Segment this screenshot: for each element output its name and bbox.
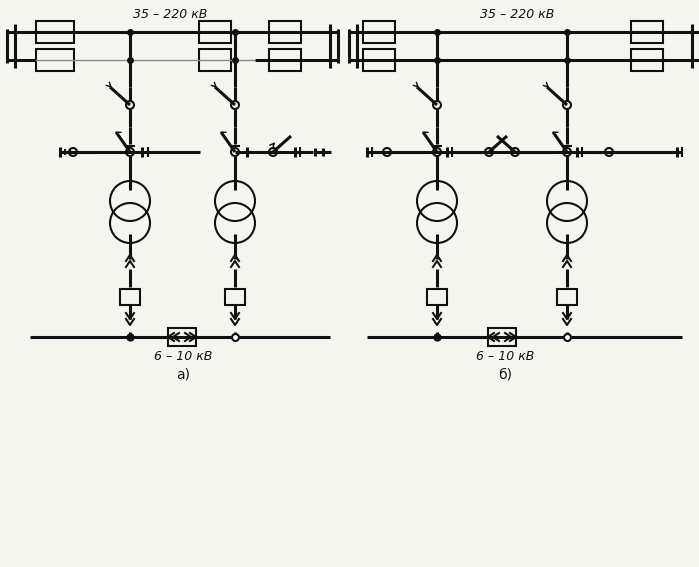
Bar xyxy=(269,21,301,43)
Bar xyxy=(488,328,516,346)
Bar xyxy=(199,21,231,43)
Text: 6 – 10 кВ: 6 – 10 кВ xyxy=(154,350,212,363)
Bar xyxy=(631,49,663,71)
Text: 35 – 220 кВ: 35 – 220 кВ xyxy=(480,7,554,20)
Bar xyxy=(363,21,395,43)
Text: б): б) xyxy=(498,367,512,381)
Bar xyxy=(269,49,301,71)
Bar xyxy=(120,289,140,305)
Bar xyxy=(225,289,245,305)
Bar xyxy=(36,21,74,43)
Bar xyxy=(427,289,447,305)
Bar xyxy=(168,328,196,346)
Text: 35 – 220 кВ: 35 – 220 кВ xyxy=(133,7,207,20)
Bar xyxy=(36,49,74,71)
Bar xyxy=(199,49,231,71)
Bar xyxy=(557,289,577,305)
Bar xyxy=(631,21,663,43)
Text: 6 – 10 кВ: 6 – 10 кВ xyxy=(476,350,534,363)
Bar xyxy=(363,49,395,71)
Text: а): а) xyxy=(176,367,190,381)
